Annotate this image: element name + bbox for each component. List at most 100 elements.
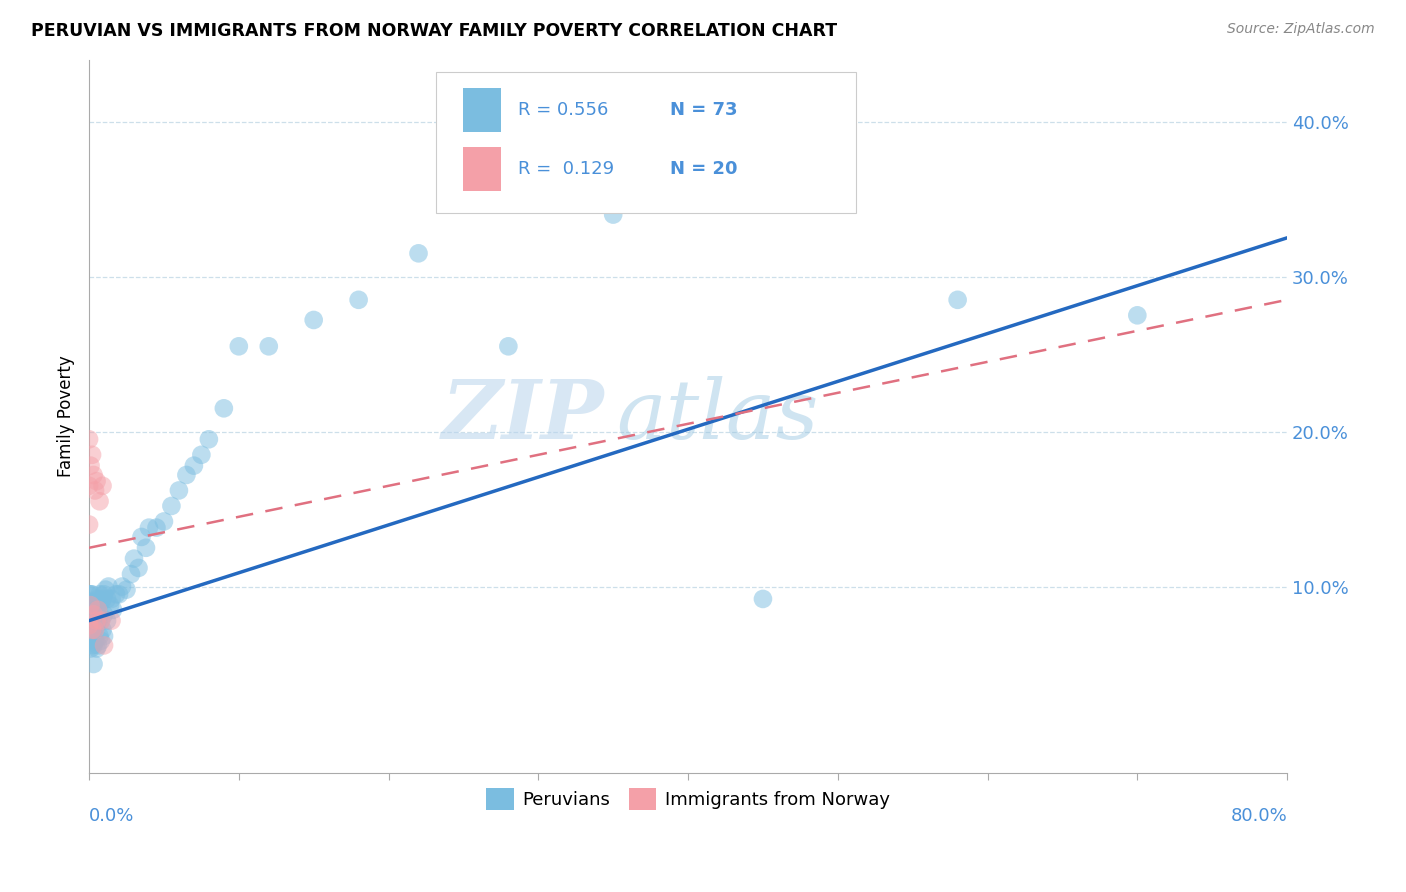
FancyBboxPatch shape (436, 71, 856, 213)
Point (77, 517, 100, 532)
Point (80, 639, 103, 653)
Point (752, 591, 775, 606)
Point (83, 618, 105, 632)
Point (90, 633, 112, 648)
Point (87, 591, 110, 606)
Point (257, 339, 280, 353)
Point (302, 313, 325, 327)
Point (83, 607, 105, 622)
Point (101, 603, 124, 617)
Text: R = 0.556: R = 0.556 (517, 101, 609, 119)
Point (77, 432, 100, 446)
Point (408, 246, 430, 260)
Point (111, 580, 134, 594)
Point (79, 641, 101, 656)
Point (77, 587, 100, 601)
Point (135, 541, 157, 555)
Point (77, 479, 100, 493)
Point (77, 603, 100, 617)
Y-axis label: Family Poverty: Family Poverty (58, 355, 75, 477)
Point (160, 499, 183, 513)
Point (91, 479, 114, 493)
Point (79, 595, 101, 609)
Point (100, 591, 122, 606)
Point (86, 614, 108, 628)
Point (86, 598, 108, 612)
Point (100, 614, 122, 628)
Legend: Peruvians, Immigrants from Norway: Peruvians, Immigrants from Norway (479, 780, 897, 817)
Point (86, 641, 108, 656)
Text: N = 20: N = 20 (671, 160, 738, 178)
Point (347, 293, 370, 307)
Text: R =  0.129: R = 0.129 (517, 160, 614, 178)
Text: PERUVIAN VS IMMIGRANTS FROM NORWAY FAMILY POVERTY CORRELATION CHART: PERUVIAN VS IMMIGRANTS FROM NORWAY FAMIL… (31, 22, 837, 40)
Point (93, 639, 115, 653)
Point (87, 614, 110, 628)
Point (115, 582, 138, 597)
Point (86, 474, 108, 488)
Point (80, 623, 103, 637)
Point (80, 448, 103, 462)
Point (120, 567, 142, 582)
Point (83, 639, 105, 653)
Point (80, 587, 103, 601)
Point (183, 458, 205, 473)
Point (96, 591, 118, 606)
Point (91, 623, 114, 637)
Point (89, 629, 111, 643)
Text: N = 73: N = 73 (671, 101, 738, 119)
Point (79, 598, 101, 612)
Point (83, 598, 105, 612)
Point (90, 614, 112, 628)
Point (80, 603, 103, 617)
Point (97, 580, 120, 594)
Point (198, 432, 221, 446)
Point (89, 587, 111, 601)
Point (167, 483, 190, 498)
Point (90, 595, 112, 609)
Point (86, 618, 108, 632)
Point (96, 614, 118, 628)
Text: ZIP: ZIP (441, 376, 605, 456)
Point (84, 633, 107, 648)
Point (498, 339, 520, 353)
Point (105, 587, 128, 601)
Point (228, 339, 250, 353)
Point (83, 467, 105, 482)
FancyBboxPatch shape (463, 147, 501, 192)
Point (77, 618, 100, 632)
Text: Source: ZipAtlas.com: Source: ZipAtlas.com (1227, 22, 1375, 37)
Point (93, 607, 115, 622)
Point (84, 483, 107, 498)
Text: 80.0%: 80.0% (1230, 806, 1286, 825)
Point (89, 494, 111, 508)
Text: atlas: atlas (616, 376, 818, 456)
Point (131, 530, 153, 544)
Point (602, 208, 624, 222)
Point (79, 587, 101, 601)
Point (89, 607, 111, 622)
Point (77, 633, 100, 648)
Point (212, 401, 235, 416)
Point (79, 458, 101, 473)
Point (176, 467, 198, 482)
Point (83, 657, 105, 671)
Point (153, 515, 176, 529)
Point (87, 639, 110, 653)
Point (190, 448, 212, 462)
Point (84, 623, 107, 637)
Point (122, 551, 145, 566)
Point (91, 591, 114, 606)
Point (145, 521, 167, 535)
Point (90, 614, 112, 628)
Point (77, 618, 100, 632)
Point (138, 521, 160, 535)
Point (79, 626, 101, 640)
Point (93, 629, 115, 643)
Point (127, 561, 149, 575)
Point (84, 614, 107, 628)
Point (1126, 308, 1149, 322)
Point (87, 603, 110, 617)
Point (98, 598, 121, 612)
Point (108, 587, 131, 601)
